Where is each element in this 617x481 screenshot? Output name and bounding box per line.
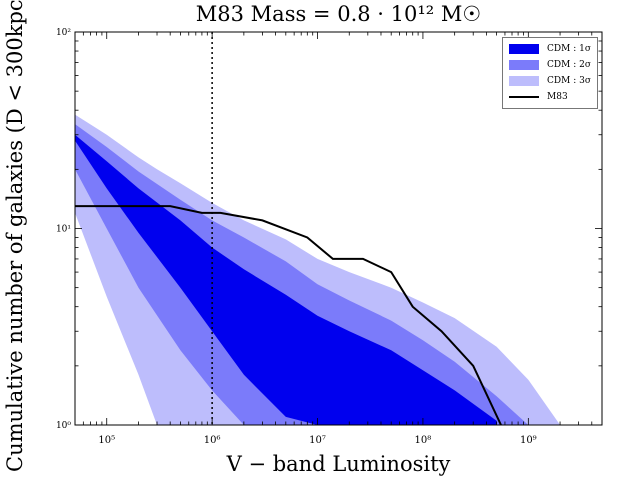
chart-title: M83 Mass = 0.8 · 10¹² M☉ (195, 2, 482, 26)
x-tick-label: 10⁹ (520, 435, 537, 446)
x-tick-label: 10⁸ (415, 435, 432, 446)
legend-swatch-cdm-2sigma (509, 60, 540, 70)
legend-swatch-cdm-1sigma (509, 44, 540, 54)
band-cdm-1 (75, 134, 497, 425)
y-axis-label: Cumulative number of galaxies (D < 300kp… (3, 0, 27, 472)
legend-swatch-cdm-3sigma (509, 76, 540, 86)
legend-label-cdm-2sigma: CDM : 2σ (547, 60, 591, 70)
legend-label-cdm-3sigma: CDM : 3σ (547, 76, 591, 86)
legend: CDM : 1σ CDM : 2σ CDM : 3σ M83 (502, 37, 598, 109)
confidence-bands (75, 114, 561, 425)
y-tick-label: 10² (56, 28, 71, 38)
y-tick-label: 10¹ (56, 225, 71, 235)
x-tick-label: 10⁵ (98, 435, 115, 446)
y-tick-label: 10⁰ (56, 421, 71, 431)
legend-item-m83: M83 (509, 89, 591, 105)
line-m83 (75, 205, 502, 425)
x-tick-label: 10⁶ (204, 435, 221, 446)
x-axis-label: V − band Luminosity (226, 452, 451, 476)
legend-item-cdm-1sigma: CDM : 1σ (509, 41, 591, 57)
band-cdm-2 (75, 124, 529, 425)
legend-item-cdm-3sigma: CDM : 3σ (509, 73, 591, 89)
legend-label-m83: M83 (547, 92, 568, 102)
axes: 10⁵ 10⁶ 10⁷ 10⁸ 10⁹ 10⁰ 10¹ 10² (56, 28, 603, 446)
legend-item-cdm-2sigma: CDM : 2σ (509, 57, 591, 73)
legend-swatch-m83 (509, 96, 540, 98)
legend-label-cdm-1sigma: CDM : 1σ (547, 44, 591, 54)
data-lines (75, 32, 502, 425)
x-tick-label: 10⁷ (309, 435, 326, 446)
